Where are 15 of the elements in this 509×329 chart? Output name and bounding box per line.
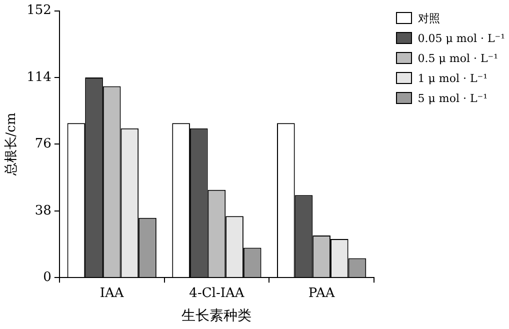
y-tick-label: 0 xyxy=(43,270,52,285)
x-tick-label: IAA xyxy=(100,286,124,301)
y-tick-label: 152 xyxy=(26,3,52,18)
x-tick-label: PAA xyxy=(308,286,336,301)
legend-label: 5 μ mol · L⁻¹ xyxy=(418,92,488,104)
y-tick-label: 38 xyxy=(34,203,52,218)
text: 对照 xyxy=(418,10,440,26)
legend-label: 1 μ mol · L⁻¹ xyxy=(418,72,488,84)
x-axis-title: 生长素种类 xyxy=(182,308,252,324)
legend-label: 0.05 μ mol · L⁻¹ xyxy=(418,32,505,44)
y-tick-label: 76 xyxy=(34,136,52,152)
x-tick-label: 4-Cl-IAA xyxy=(189,286,245,301)
legend-label: 0.5 μ mol · L⁻¹ xyxy=(418,52,498,64)
y-axis-title: 总根长/cm xyxy=(4,112,20,177)
y-tick-label: 114 xyxy=(26,70,52,85)
